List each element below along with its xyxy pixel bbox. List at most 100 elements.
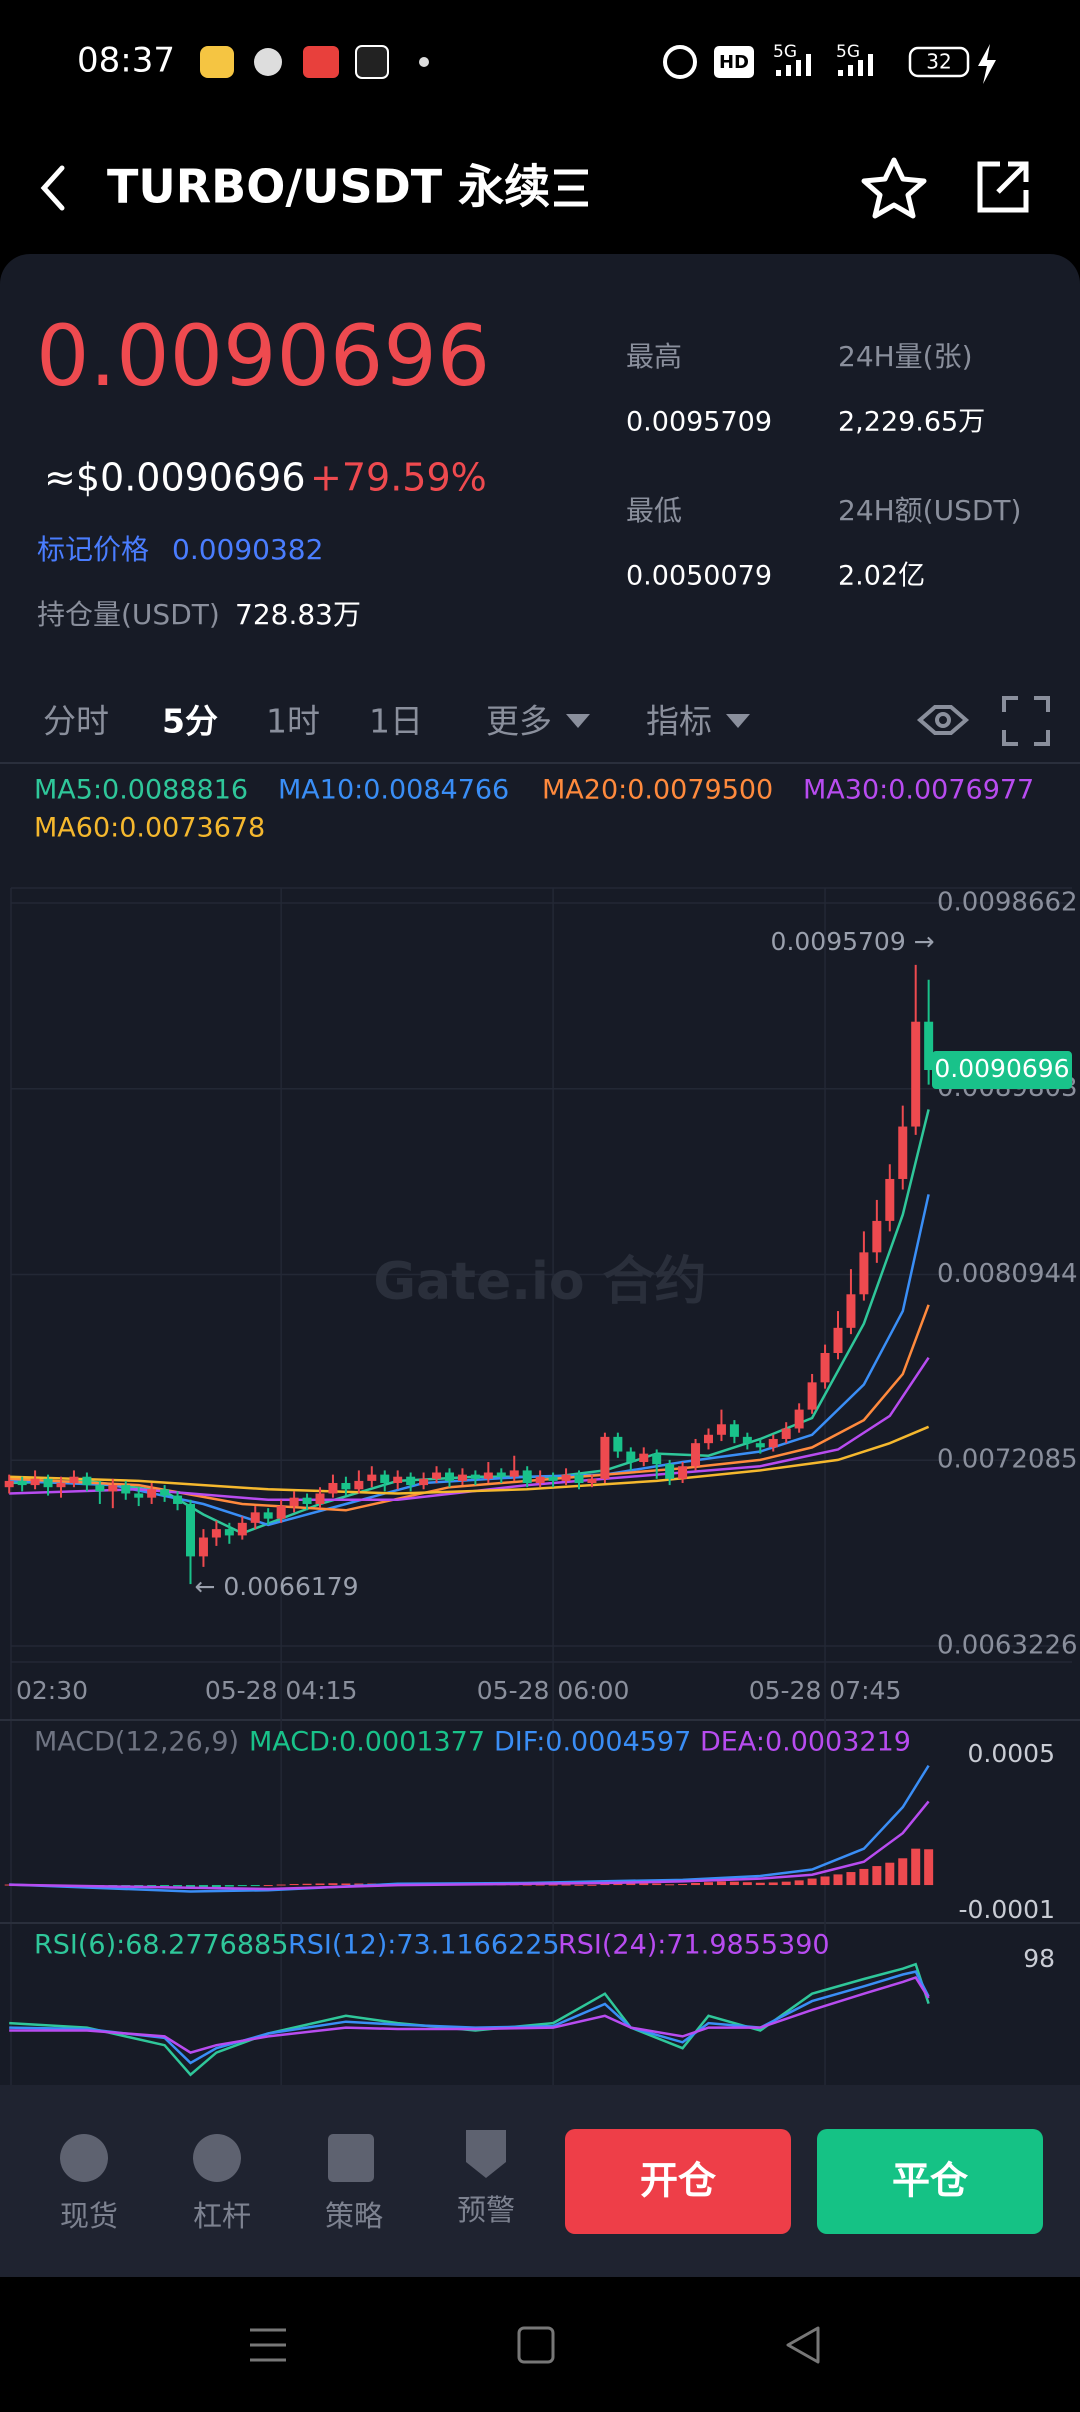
tab[interactable]: 1时	[266, 702, 320, 741]
status-dot	[419, 57, 429, 67]
macd-bar	[276, 1884, 286, 1886]
macd-bar	[665, 1884, 675, 1886]
candle-body	[483, 1472, 493, 1479]
y-tick-label: 98	[1023, 1944, 1055, 1973]
tab[interactable]: 分时	[43, 702, 109, 741]
nav-home[interactable]	[517, 2326, 555, 2364]
candle-body	[419, 1478, 429, 1486]
y-tick-label: 0.0005	[968, 1739, 1055, 1768]
candle-body	[147, 1489, 157, 1498]
y-tick-label: -0.0001	[959, 1895, 1056, 1924]
pair-title[interactable]: TURBO/USDT 永续	[107, 160, 550, 214]
candle-body	[652, 1453, 662, 1465]
macd-bar	[237, 1885, 247, 1887]
macd-bar	[885, 1862, 895, 1886]
settings-button[interactable]	[916, 705, 970, 735]
nav-back[interactable]	[786, 2326, 820, 2364]
back-button[interactable]	[40, 165, 65, 211]
candle-body	[833, 1327, 843, 1353]
open-interest-label: 持仓量(USDT)	[37, 598, 220, 631]
nav-item[interactable]: 杠杆	[193, 2199, 251, 2233]
stat-label: 24H额(USDT)	[838, 494, 1021, 527]
macd-bar	[561, 1884, 571, 1886]
hd-label: HD	[719, 52, 749, 73]
settings-button-core	[935, 712, 951, 728]
share-button[interactable]	[977, 161, 1029, 213]
fullscreen-button[interactable]	[1002, 696, 1050, 746]
candle-body	[768, 1438, 778, 1448]
macd-bar	[302, 1883, 312, 1886]
candle-body	[56, 1482, 66, 1488]
macd-bar	[755, 1882, 765, 1886]
candle-body	[678, 1466, 688, 1479]
candle-body	[781, 1428, 791, 1439]
candle-body	[600, 1436, 610, 1479]
macd-bar	[548, 1884, 558, 1886]
macd-bar	[820, 1876, 830, 1886]
macd-bar	[587, 1884, 597, 1886]
candle-body	[341, 1482, 351, 1490]
alert-icon	[466, 2130, 506, 2178]
app-icon	[200, 46, 234, 78]
nav-item[interactable]: 预警	[457, 2193, 515, 2227]
candle-body	[354, 1480, 364, 1490]
rsi-line	[9, 1962, 930, 2077]
macd-bar	[924, 1849, 934, 1886]
battery-level: 32	[926, 50, 951, 74]
macd-bar	[626, 1882, 636, 1886]
candle-body	[224, 1529, 234, 1536]
margin-icon	[193, 2134, 241, 2182]
app-icon	[254, 48, 282, 76]
candle-body	[859, 1252, 869, 1295]
last-price: 0.0090696	[36, 307, 490, 405]
app-icon	[355, 45, 389, 79]
nav-item[interactable]: 策略	[325, 2199, 383, 2233]
x-tick-label: 05-28 04:15	[205, 1676, 358, 1705]
macd-bar	[794, 1880, 804, 1886]
macd-bar	[911, 1848, 921, 1886]
macd-bar	[678, 1884, 688, 1886]
rsi-lines	[9, 1962, 930, 2077]
legend-entry: MA30:0.0076977	[803, 775, 1034, 806]
stat-label: 最高	[626, 340, 682, 373]
candle-body	[211, 1529, 221, 1538]
legend-entry: MACD:0.0001377	[249, 1727, 485, 1758]
x-tick-label: 05-28 06:00	[477, 1676, 630, 1705]
tab[interactable]: 更多	[486, 702, 552, 741]
candle-body	[742, 1436, 752, 1444]
candle-body	[794, 1409, 804, 1429]
alarm-icon	[663, 45, 697, 79]
macd-bar	[846, 1872, 856, 1886]
price-tag-label: 0.0090696	[934, 1054, 1069, 1083]
mark-price: 0.0090382	[172, 533, 323, 566]
nav-menu[interactable]	[250, 2328, 286, 2362]
candle-body	[755, 1443, 765, 1448]
legend-entry: RSI(6):68.2776885	[34, 1930, 288, 1961]
stat-value: 0.0095709	[626, 407, 772, 438]
menu-icon[interactable]	[554, 169, 588, 207]
candle-body	[496, 1472, 506, 1477]
candle-body	[95, 1485, 105, 1492]
macd-bar	[354, 1883, 364, 1886]
tab[interactable]: 指标	[646, 702, 712, 741]
nav-item[interactable]: 现货	[60, 2199, 118, 2233]
candle-body	[393, 1476, 403, 1483]
tab[interactable]: 1日	[369, 702, 423, 741]
candle-body	[613, 1436, 623, 1452]
open-button[interactable]	[565, 2129, 791, 2234]
x-tick-label: 02:30	[16, 1676, 88, 1705]
x-tick-label: 05-28 07:45	[749, 1676, 902, 1705]
candle-body	[173, 1495, 183, 1504]
close-button[interactable]	[817, 2129, 1043, 2234]
dropdown-icon	[726, 714, 750, 728]
macd-bar	[198, 1885, 208, 1888]
network-label: 5G	[836, 42, 860, 62]
candle-body	[186, 1503, 195, 1557]
macd-bar	[872, 1866, 882, 1886]
open-button-label[interactable]: 开仓	[640, 2159, 717, 2203]
hd-badge	[714, 46, 754, 78]
tab-active[interactable]: 5分	[162, 702, 218, 741]
macd-bar	[211, 1885, 221, 1888]
favorite-button[interactable]	[861, 157, 927, 219]
close-button-label[interactable]: 平仓	[892, 2159, 969, 2203]
